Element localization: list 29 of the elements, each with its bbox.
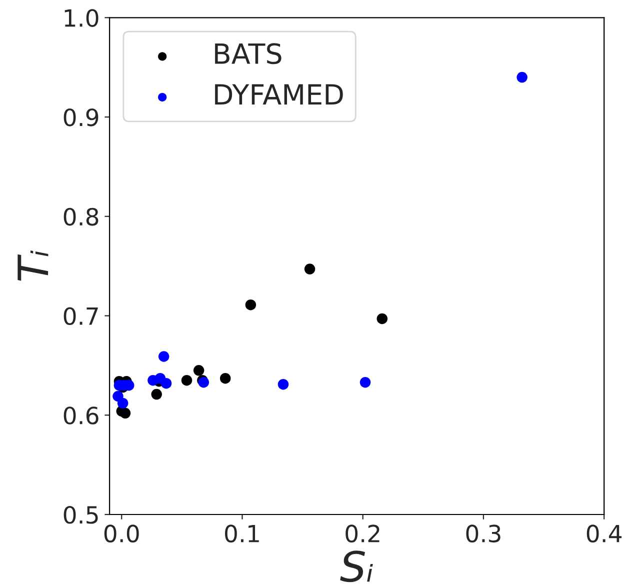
point — [117, 398, 128, 409]
y-tick-label: 0.8 — [64, 208, 98, 226]
point — [151, 388, 162, 400]
point — [181, 374, 192, 386]
y-tick-label: 0.5 — [64, 506, 98, 524]
x-tick-label: 0.4 — [586, 524, 622, 542]
y-tick-label: 1.0 — [64, 9, 98, 27]
point — [516, 72, 528, 83]
point — [160, 378, 172, 389]
legend-label: DYFAMED — [215, 84, 343, 105]
point — [278, 378, 289, 390]
x-tick-label: 0.2 — [346, 524, 380, 542]
x-tick-label: 0.1 — [225, 524, 259, 542]
point — [120, 408, 131, 419]
point — [376, 313, 388, 324]
x-tick-label: 0.3 — [466, 524, 500, 542]
x-tick-label: 0.0 — [104, 524, 139, 542]
x-axis-title: Sᵢ — [340, 550, 373, 582]
point — [245, 299, 256, 310]
y-tick-label: 0.6 — [64, 406, 98, 424]
y-tick-label: 0.9 — [64, 108, 98, 126]
point — [360, 376, 371, 388]
point — [193, 365, 204, 376]
y-axis-title: Tᵢ — [18, 250, 48, 281]
point — [304, 264, 316, 274]
legend-label: BATS — [215, 43, 282, 64]
point — [158, 351, 170, 362]
point — [220, 372, 231, 384]
y-tick-label: 0.7 — [64, 307, 98, 326]
